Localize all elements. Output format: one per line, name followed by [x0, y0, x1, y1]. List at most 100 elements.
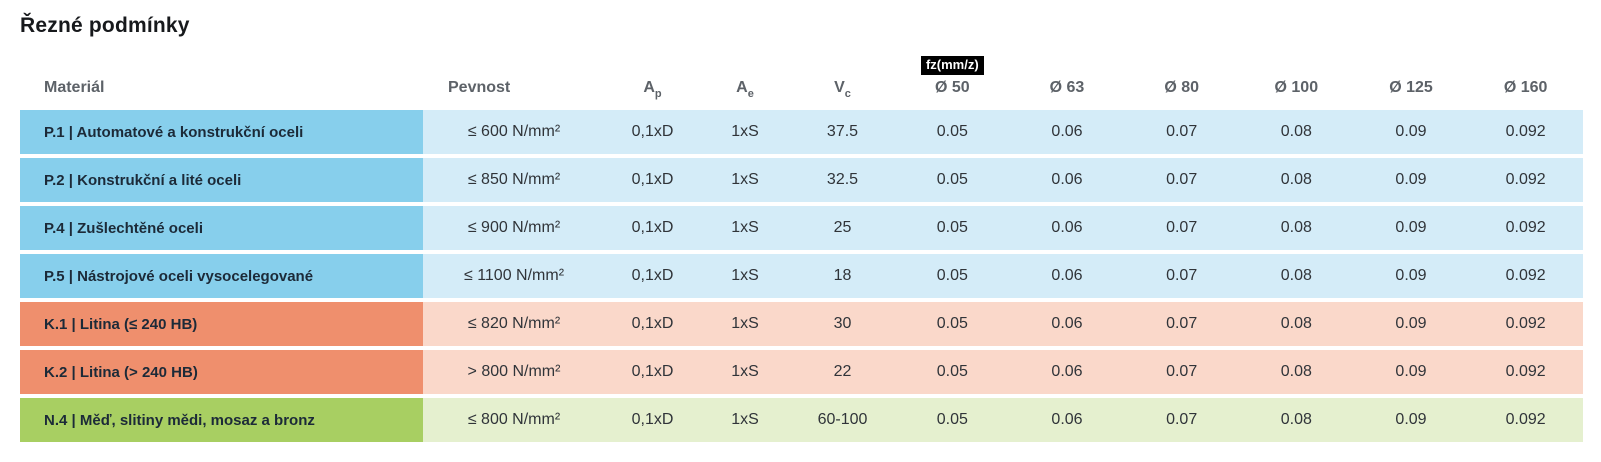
fz-cell: 0.07 [1166, 267, 1198, 284]
ae-cell: 1xS [731, 315, 759, 332]
fz-cell: 0.092 [1505, 171, 1546, 188]
ae-cell: 1xS [731, 123, 759, 140]
header-ap-base: A [643, 79, 655, 96]
fz-cell: 0.08 [1280, 267, 1312, 284]
header-diameter-160: Ø 160 [1503, 79, 1548, 96]
header-diameter-100: Ø 100 [1274, 79, 1319, 96]
fz-cell: 0.08 [1280, 123, 1312, 140]
fz-cell: 0.06 [1051, 363, 1083, 380]
fz-cell: 0.05 [936, 219, 968, 236]
table-row: P.4 | Zušlechtěné oceli ≤ 900 N/mm² 0,1xD 1… [20, 206, 1583, 250]
header-diameter-50: fz(mm/z) Ø 50 [895, 55, 1010, 97]
fz-cell: 0.08 [1280, 171, 1312, 188]
vc-cell: 25 [833, 219, 852, 236]
table-row: P.1 | Automatové a konstrukční oceli ≤ 60… [20, 110, 1583, 154]
fz-cell: 0.07 [1166, 219, 1198, 236]
ap-cell: 0,1xD [631, 315, 674, 332]
table-row: N.4 | Měď, slitiny mědi, mosaz a bronz ≤ … [20, 398, 1583, 442]
fz-cell: 0.08 [1280, 411, 1312, 428]
header-vc-base: V [834, 79, 845, 96]
fz-cell: 0.07 [1166, 315, 1198, 332]
fz-cell: 0.09 [1395, 171, 1427, 188]
material-cell: K.2 | Litina (> 240 HB) [20, 350, 423, 394]
fz-cell: 0.092 [1505, 219, 1546, 236]
vc-cell: 32.5 [826, 171, 859, 188]
material-cell: P.1 | Automatové a konstrukční oceli [20, 110, 423, 154]
strength-cell: ≤ 900 N/mm² [467, 219, 561, 236]
fz-cell: 0.09 [1395, 411, 1427, 428]
fz-cell: 0.06 [1051, 315, 1083, 332]
page-title: Řezné podmínky [20, 14, 190, 37]
fz-cell: 0.08 [1280, 315, 1312, 332]
ap-cell: 0,1xD [631, 123, 674, 140]
header-material: Materiál [44, 79, 105, 96]
ae-cell: 1xS [731, 363, 759, 380]
fz-cell: 0.06 [1051, 123, 1083, 140]
fz-cell: 0.05 [936, 411, 968, 428]
strength-cell: ≤ 600 N/mm² [467, 123, 561, 140]
material-cell: P.2 | Konstrukční a lité oceli [20, 158, 423, 202]
fz-cell: 0.06 [1051, 267, 1083, 284]
material-cell: N.4 | Měď, slitiny mědi, mosaz a bronz [20, 398, 423, 442]
fz-cell: 0.092 [1505, 267, 1546, 284]
header-vc-sub: c [844, 88, 851, 100]
ae-cell: 1xS [731, 171, 759, 188]
header-diameter-80: Ø 80 [1164, 79, 1199, 96]
header-diameter-125: Ø 125 [1389, 79, 1433, 96]
ap-cell: 0,1xD [631, 171, 674, 188]
fz-cell: 0.07 [1166, 171, 1198, 188]
fz-cell: 0.05 [936, 123, 968, 140]
fz-cell: 0.09 [1395, 363, 1427, 380]
fz-cell: 0.07 [1166, 363, 1198, 380]
material-cell: K.1 | Litina (≤ 240 HB) [20, 302, 423, 346]
fz-cell: 0.06 [1051, 219, 1083, 236]
table-row: K.2 | Litina (> 240 HB) > 800 N/mm² 0,1xD 1… [20, 350, 1583, 394]
ap-cell: 0,1xD [631, 267, 674, 284]
fz-cell: 0.05 [936, 315, 968, 332]
strength-cell: ≤ 820 N/mm² [467, 315, 561, 332]
vc-cell: 37.5 [826, 123, 859, 140]
fz-cell: 0.05 [936, 267, 968, 284]
ap-cell: 0,1xD [631, 411, 674, 428]
fz-cell: 0.09 [1395, 123, 1427, 140]
vc-cell: 18 [833, 267, 852, 284]
header-ap-sub: p [654, 88, 662, 100]
fz-cell: 0.092 [1505, 411, 1546, 428]
ae-cell: 1xS [731, 219, 759, 236]
header-ae-base: A [736, 79, 748, 96]
header-diameter-label: Ø 50 [934, 79, 970, 96]
fz-cell: 0.09 [1395, 219, 1427, 236]
ae-cell: 1xS [731, 411, 759, 428]
table-body: P.1 | Automatové a konstrukční oceli ≤ 60… [20, 110, 1583, 442]
strength-cell: ≤ 1100 N/mm² [463, 267, 565, 284]
fz-cell: 0.05 [936, 171, 968, 188]
fz-cell: 0.092 [1505, 363, 1546, 380]
ap-cell: 0,1xD [631, 219, 674, 236]
fz-cell: 0.08 [1280, 219, 1312, 236]
fz-cell: 0.06 [1051, 171, 1083, 188]
header-ae-sub: e [747, 88, 754, 100]
fz-cell: 0.08 [1280, 363, 1312, 380]
vc-cell: 30 [833, 315, 852, 332]
ae-cell: 1xS [731, 267, 759, 284]
fz-cell: 0.07 [1166, 123, 1198, 140]
fz-cell: 0.06 [1051, 411, 1083, 428]
fz-cell: 0.092 [1505, 315, 1546, 332]
fz-cell: 0.07 [1166, 411, 1198, 428]
fz-cell: 0.09 [1395, 315, 1427, 332]
fz-cell: 0.092 [1505, 123, 1546, 140]
strength-cell: ≤ 800 N/mm² [467, 411, 561, 428]
material-cell: P.5 | Nástrojové oceli vysocelegované [20, 254, 423, 298]
header-diameter-63: Ø 63 [1049, 79, 1085, 96]
fz-cell: 0.09 [1395, 267, 1427, 284]
strength-cell: > 800 N/mm² [467, 363, 561, 380]
strength-cell: ≤ 850 N/mm² [467, 171, 561, 188]
table-row: K.1 | Litina (≤ 240 HB) ≤ 820 N/mm² 0,1xD 1… [20, 302, 1583, 346]
header-strength: Pevnost [448, 79, 511, 96]
